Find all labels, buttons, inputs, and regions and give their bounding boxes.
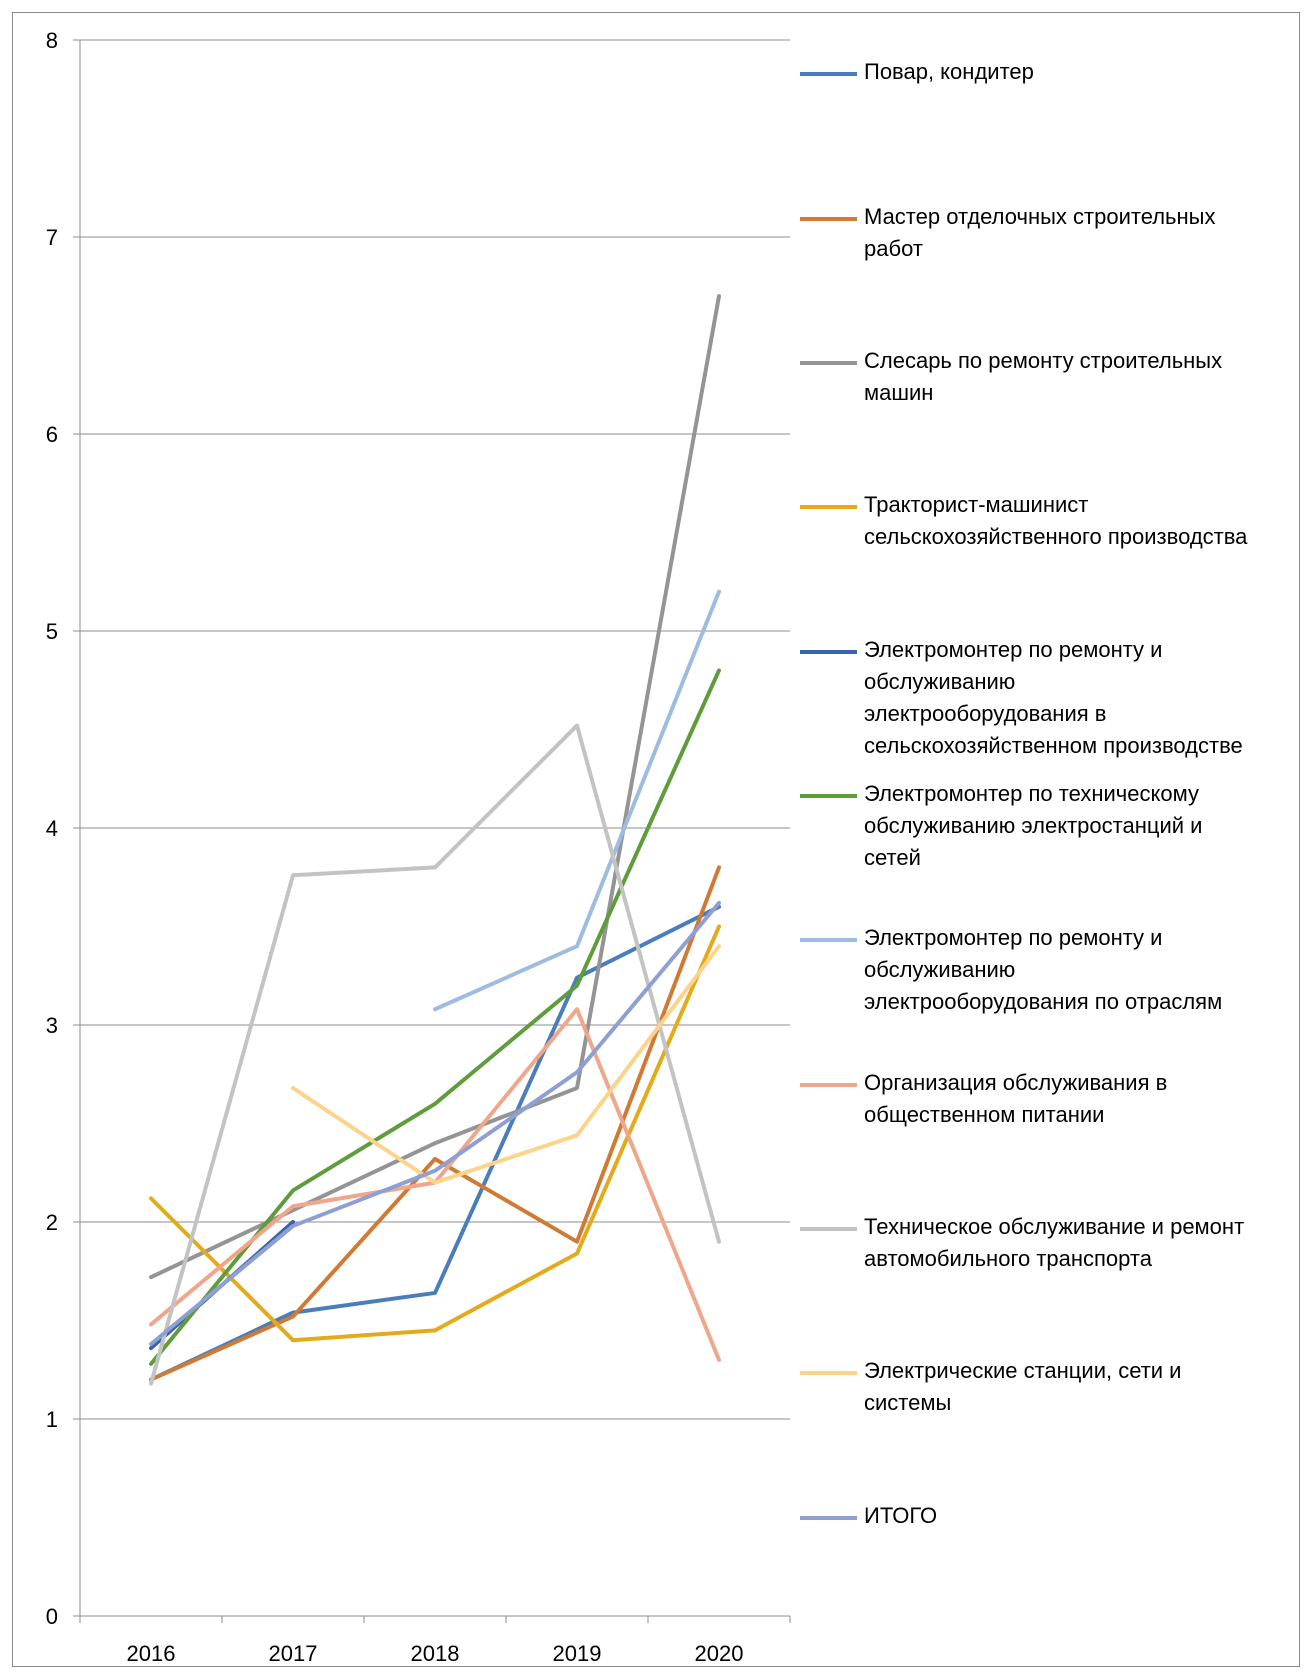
series-segment [291,944,721,1185]
series-segment [433,589,721,1012]
y-tick-label: 6 [46,422,58,447]
series-line [149,294,721,1280]
x-tick-label: 2018 [411,1641,460,1666]
y-tick-label: 1 [46,1407,58,1432]
legend-swatch [800,217,857,221]
legend-swatch [800,794,857,798]
series-lines [149,294,721,1386]
series-line [149,924,721,1343]
x-tick-label: 2019 [553,1641,602,1666]
series-line [291,944,721,1185]
legend-label: Электромонтер по ремонту и обслуживанию … [864,637,1243,758]
series-segment [149,723,721,1386]
legend-swatch [800,72,857,76]
x-tick-label: 2016 [127,1641,176,1666]
series-segment [149,924,721,1343]
axes [73,39,791,1623]
legend-swatch [800,938,857,942]
legend-label: Организация обслуживания в общественном … [864,1070,1168,1127]
y-tick-label: 7 [46,225,58,250]
x-tick-label: 2017 [269,1641,318,1666]
tick-labels: 0 1 2 3 4 5 6 7 8 2016 2017 2018 2019 2020 [46,28,744,1666]
series-line [149,668,721,1366]
series-line [149,723,721,1386]
legend-swatch [800,1083,857,1087]
legend-label: Электромонтер по ремонту и обслуживанию … [864,925,1223,1014]
series-segment [149,294,721,1280]
legend-swatch [800,650,857,654]
series-segment [149,900,721,1347]
series-line [149,904,721,1382]
y-tick-label: 2 [46,1210,58,1235]
legend-label: Слесарь по ремонту строительных машин [864,348,1223,405]
legend-label: Повар, кондитер [864,59,1034,84]
series-segment [149,865,721,1382]
y-tick-label: 3 [46,1013,58,1038]
y-tick-label: 5 [46,619,58,644]
gridlines [80,39,790,1420]
legend-label: ИТОГО [864,1503,938,1528]
legend-swatch [800,1516,857,1520]
series-line [433,589,721,1012]
legend-swatch [800,1227,857,1231]
legend-label: Электрические станции, сети и системы [864,1358,1182,1415]
series-line [149,865,721,1382]
legend-swatch [800,361,857,365]
legend: Повар, кондитер Мастер отделочных строит… [800,0,1300,1672]
legend-label: Электромонтер по техническому обслуживан… [864,781,1203,870]
y-tick-label: 8 [46,28,58,53]
x-tick-label: 2020 [695,1641,744,1666]
y-tick-label: 4 [46,816,58,841]
series-segment [149,904,721,1382]
y-tick-label: 0 [46,1604,58,1629]
legend-label: Тракторист-машинист сельскохозяйственног… [864,492,1248,549]
series-line [149,900,721,1347]
legend-label: Техническое обслуживание и ремонт автомо… [864,1214,1245,1271]
chart-frame [12,12,1300,1667]
series-segment [149,668,721,1366]
legend-swatch [800,505,857,509]
legend-swatch [800,1371,857,1375]
legend-label: Мастер отделочных строительных работ [864,204,1216,261]
